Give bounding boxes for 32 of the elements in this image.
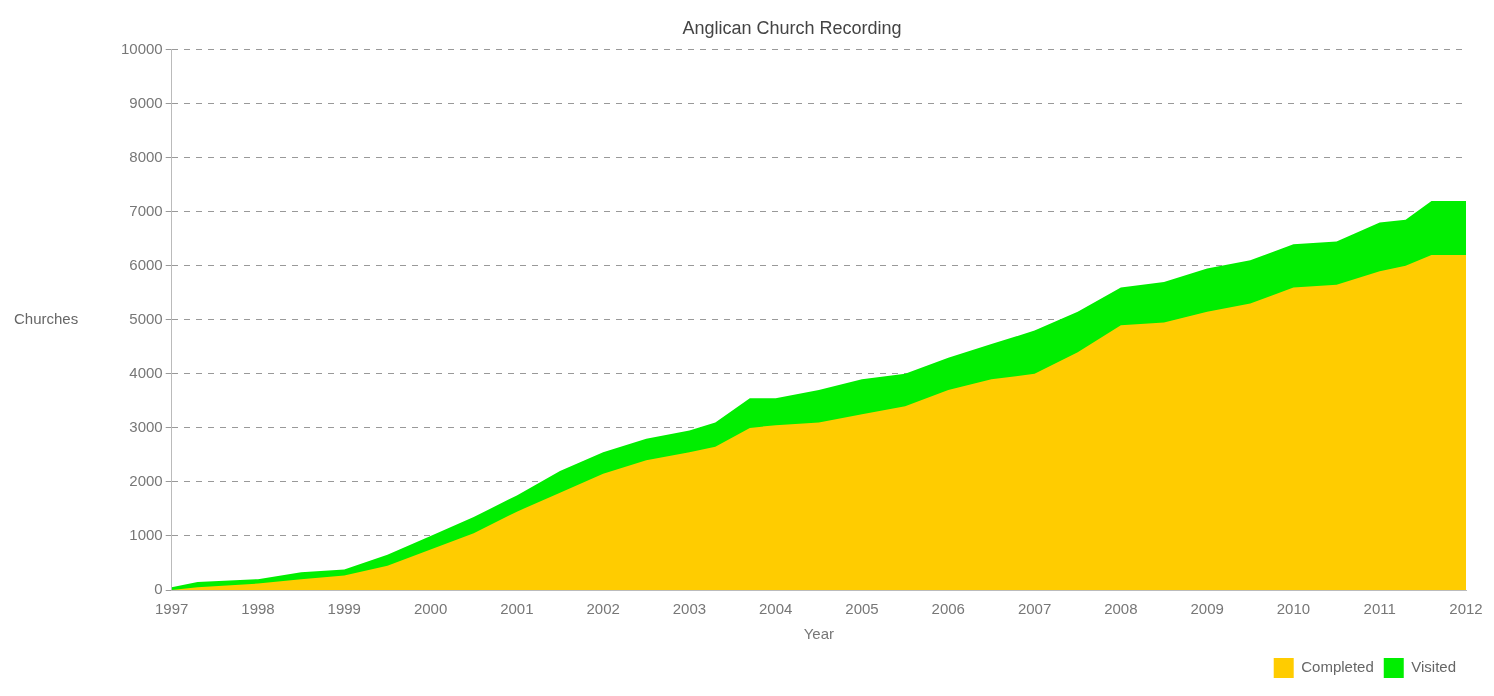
x-tick-label: 2009 bbox=[1190, 600, 1224, 618]
legend-label: Completed bbox=[1301, 658, 1374, 676]
x-tick-label: 2000 bbox=[413, 600, 448, 618]
y-tick-label: 9000 bbox=[129, 93, 163, 111]
x-tick-label: 1998 bbox=[241, 600, 275, 618]
x-tick-label: 2012 bbox=[1449, 600, 1483, 618]
y-tick-label: 4000 bbox=[129, 363, 163, 381]
y-tick-label: 3000 bbox=[129, 418, 163, 436]
y-tick-label: 8000 bbox=[129, 147, 163, 165]
y-axis-title: Churches bbox=[14, 309, 79, 327]
x-tick-label: 2004 bbox=[759, 600, 793, 618]
y-tick-label: 0 bbox=[154, 580, 163, 598]
x-tick-label: 2005 bbox=[845, 600, 879, 618]
x-tick-label: 1999 bbox=[327, 600, 361, 618]
x-tick-label: 2011 bbox=[1363, 600, 1396, 618]
legend-label: Visited bbox=[1411, 658, 1457, 676]
x-tick-label: 2001 bbox=[500, 600, 534, 618]
y-tick-label: 10000 bbox=[120, 39, 163, 57]
x-tick-label: 2003 bbox=[672, 600, 707, 618]
y-tick-label: 7000 bbox=[129, 201, 163, 219]
y-tick-label: 5000 bbox=[129, 309, 163, 327]
x-tick-label: 2002 bbox=[586, 600, 620, 618]
x-tick-label: 2006 bbox=[931, 600, 965, 618]
x-axis-title: Year bbox=[803, 625, 835, 643]
x-tick-label: 1997 bbox=[155, 600, 189, 618]
y-tick-label: 2000 bbox=[129, 472, 163, 490]
y-tick-label: 1000 bbox=[129, 526, 163, 544]
x-tick-label: 2008 bbox=[1104, 600, 1138, 618]
x-tick-label: 2010 bbox=[1276, 600, 1311, 618]
y-tick-label: 6000 bbox=[129, 255, 163, 273]
chart-title: Anglican Church Recording bbox=[682, 17, 902, 38]
x-tick-label: 2007 bbox=[1017, 600, 1052, 618]
